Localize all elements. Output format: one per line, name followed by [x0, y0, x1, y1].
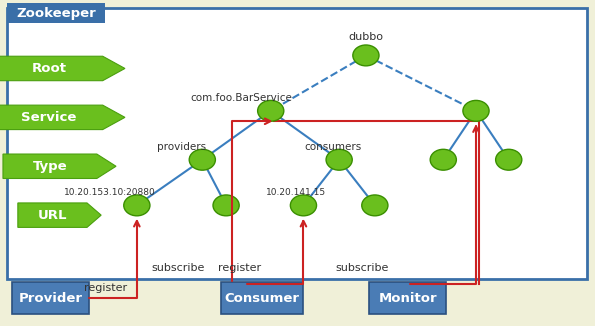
FancyBboxPatch shape [7, 3, 105, 23]
Text: consumers: consumers [305, 142, 362, 152]
Text: dubbo: dubbo [349, 33, 383, 42]
Text: Type: Type [33, 160, 68, 173]
Polygon shape [3, 154, 116, 178]
Ellipse shape [463, 100, 489, 121]
Polygon shape [0, 56, 125, 81]
Text: 10.20.153.10:20880: 10.20.153.10:20880 [64, 188, 156, 198]
Ellipse shape [430, 149, 456, 170]
Ellipse shape [496, 149, 522, 170]
Ellipse shape [290, 195, 317, 216]
Text: subscribe: subscribe [152, 263, 205, 273]
Text: providers: providers [157, 142, 206, 152]
Text: Monitor: Monitor [378, 292, 437, 305]
Text: URL: URL [38, 209, 68, 222]
Text: com.foo.BarService: com.foo.BarService [190, 93, 292, 103]
FancyBboxPatch shape [369, 282, 446, 314]
Polygon shape [18, 203, 101, 228]
Text: Service: Service [21, 111, 77, 124]
Ellipse shape [213, 195, 239, 216]
Text: Provider: Provider [18, 292, 83, 305]
Text: register: register [218, 263, 261, 273]
Text: 10.20.141.15: 10.20.141.15 [266, 188, 327, 198]
Text: subscribe: subscribe [335, 263, 389, 273]
Ellipse shape [258, 100, 284, 121]
Text: Root: Root [32, 62, 67, 75]
Ellipse shape [124, 195, 150, 216]
Polygon shape [0, 105, 125, 129]
FancyBboxPatch shape [7, 8, 587, 279]
Ellipse shape [362, 195, 388, 216]
FancyBboxPatch shape [221, 282, 303, 314]
Ellipse shape [326, 149, 352, 170]
Ellipse shape [189, 149, 215, 170]
Text: Zookeeper: Zookeeper [16, 7, 96, 20]
FancyBboxPatch shape [12, 282, 89, 314]
Text: Consumer: Consumer [224, 292, 299, 305]
Text: register: register [84, 283, 127, 292]
Ellipse shape [353, 45, 379, 66]
